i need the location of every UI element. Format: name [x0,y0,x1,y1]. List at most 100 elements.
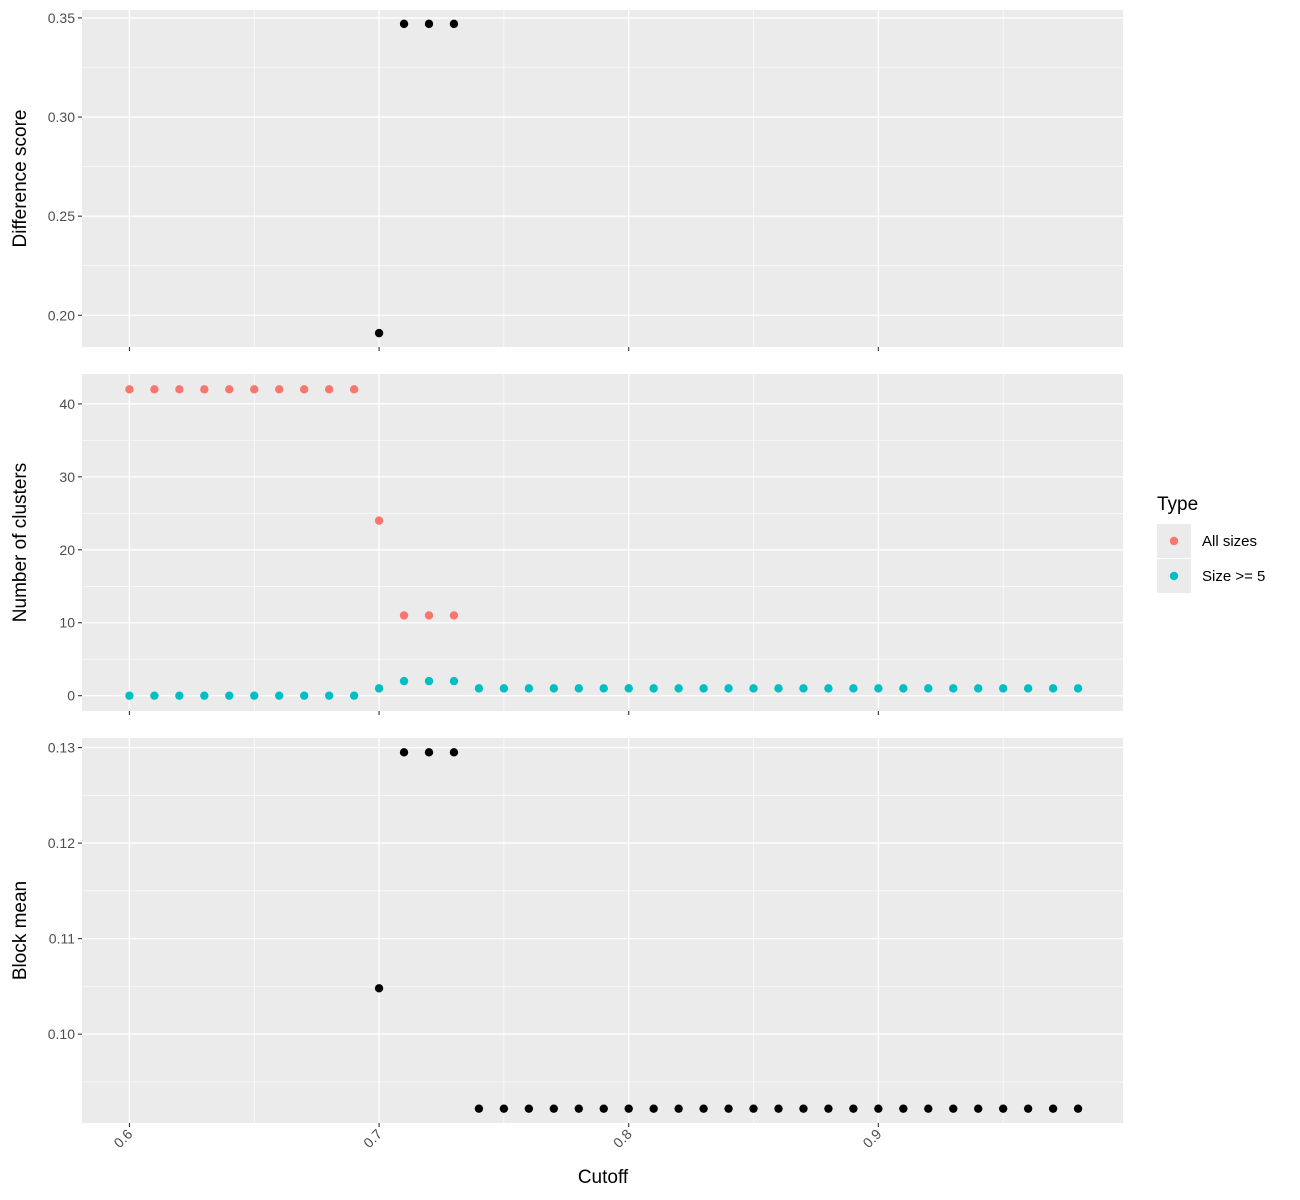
y-tick-label: 0.12 [48,835,75,851]
data-point [250,691,259,700]
x-tick-label: 0.9 [859,1126,884,1151]
data-point [774,684,783,693]
legend: Type All sizes Size >= 5 [1157,494,1265,593]
data-point [998,684,1008,693]
x-tick-label: 0.6 [110,1126,135,1151]
data-point [399,748,409,757]
data-point [399,611,409,620]
y-tick-label: 40 [59,396,75,412]
data-point [1073,684,1083,693]
y-axis-title: Block mean [10,881,31,980]
y-tick-label: 0.30 [48,109,75,125]
data-point [1048,684,1058,693]
legend-title: Type [1157,494,1198,515]
data-point [1048,1104,1058,1113]
data-point [424,748,434,757]
data-point [924,1104,933,1113]
panel-3: 0.10 0.11 0.12 0.13 0.6 0.7 0.8 0.9 Block mean [10,738,1123,1151]
data-point [225,691,234,700]
data-point [374,516,384,525]
data-point [374,984,384,993]
series-1 [374,19,459,338]
data-point [150,691,159,700]
y-tick-label: 0.11 [49,931,75,947]
x-tick-label: 0.7 [360,1126,385,1151]
data-point [449,748,459,757]
data-point [799,1104,808,1113]
data-point [998,1104,1008,1113]
data-point [299,691,309,700]
x-axis-title: Cutoff [578,1167,629,1188]
legend-swatch [1169,571,1179,581]
data-point [250,385,259,394]
data-point [674,1104,683,1113]
y-tick-label: 20 [59,542,75,558]
y-tick-label: 0.25 [48,208,75,224]
data-point [200,691,209,700]
data-point [374,328,384,338]
data-point [175,691,184,700]
legend-label: All sizes [1202,533,1257,550]
data-point [299,385,309,394]
data-point [599,1104,608,1113]
data-point [449,611,459,620]
data-point [874,684,883,693]
panel-background [82,374,1123,711]
data-point [275,385,284,394]
data-point [974,684,983,693]
data-point [724,1104,733,1113]
data-point [424,676,434,686]
y-tick-label: 0 [67,688,75,704]
data-point [749,1104,758,1113]
data-point [175,385,184,394]
data-point [449,19,459,29]
data-point [349,385,359,394]
y-tick-label: 0.13 [48,740,75,756]
data-point [225,385,234,394]
series-1 [125,385,459,620]
data-point [899,684,908,693]
panels-layer: 0.20 0.25 0.30 0.35 Difference score 0 10 20 30 4… [10,10,1123,1151]
series-2 [125,676,1083,700]
data-point [749,684,758,693]
data-point [574,1104,583,1113]
data-point [699,1104,708,1113]
y-axis-title: Difference score [10,110,31,248]
legend-label: Size >= 5 [1202,568,1265,585]
data-point [974,1104,983,1113]
data-point [524,1104,534,1113]
data-point [125,385,134,394]
data-point [474,1104,484,1113]
data-point [649,684,658,693]
data-point [799,684,808,693]
data-point [150,385,159,394]
data-point [125,691,134,700]
data-point [849,684,858,693]
data-point [549,1104,559,1113]
x-tick-label: 0.8 [610,1126,635,1151]
data-point [899,1104,908,1113]
data-point [474,684,484,693]
panel-1: 0.20 0.25 0.30 0.35 Difference score [10,10,1123,351]
data-point [1023,1104,1033,1113]
data-point [349,691,359,700]
data-point [275,691,284,700]
data-point [549,684,559,693]
data-point [499,684,509,693]
data-point [949,684,958,693]
data-point [949,1104,958,1113]
data-point [724,684,733,693]
data-point [449,676,459,686]
data-point [649,1104,658,1113]
legend-swatch [1169,536,1179,546]
data-point [849,1104,858,1113]
data-point [399,19,409,29]
data-point [624,684,633,693]
data-point [874,1104,883,1113]
data-point [1023,684,1033,693]
data-point [1073,1104,1083,1113]
data-point [824,684,833,693]
data-point [674,684,683,693]
data-point [399,676,409,686]
